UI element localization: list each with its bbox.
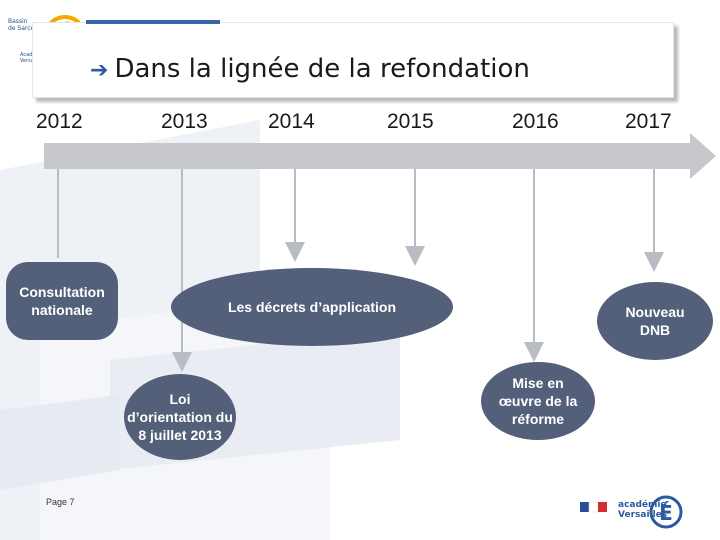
year-2016: 2016 [512,110,559,133]
title-banner [32,22,674,98]
node-loi-label: Loi d’orientation du 8 juillet 2013 [127,391,233,443]
year-2015: 2015 [387,110,434,133]
node-mise-en-oeuvre: Mise en œuvre de la réforme [481,362,595,440]
logo-line-1: Bassin [8,18,28,25]
node-consultation-nationale: Consultation nationale [6,262,118,340]
svg-text:É: É [659,501,673,525]
page-number: Page 7 [46,497,75,507]
timeline-arrow [44,133,716,179]
year-2017: 2017 [625,110,672,133]
logo-line-2: de Sarcelles [8,25,45,32]
arrow-right-icon: ➔ [90,58,109,83]
node-decrets-label: Les décrets d’application [227,299,397,315]
footer-logo: É académie Versailles [580,488,690,532]
slide-title: ➔ Dans la lignée de la refondation [90,54,530,84]
year-2014: 2014 [268,110,315,133]
footer-logo-icon: É [580,495,683,529]
node-consultation-label: Consultation nationale [19,284,105,318]
footer-logo-line-2: Versailles [618,510,668,520]
node-dnb-label: Nouveau DNB [625,304,685,338]
slide-title-text: Dans la lignée de la refondation [114,54,530,84]
node-loi-orientation: Loi d’orientation du 8 juillet 2013 [124,374,236,460]
year-2013: 2013 [161,110,208,133]
footer-logo-line-1: académie [618,500,667,510]
title-accent-bar [86,20,220,24]
logo-sub-2: Versailles [20,58,45,64]
node-mise-label: Mise en œuvre de la réforme [498,375,578,427]
node-nouveau-dnb: Nouveau DNB [597,282,713,360]
node-decrets-application: Les décrets d’application [171,268,453,346]
year-2012: 2012 [36,110,83,133]
